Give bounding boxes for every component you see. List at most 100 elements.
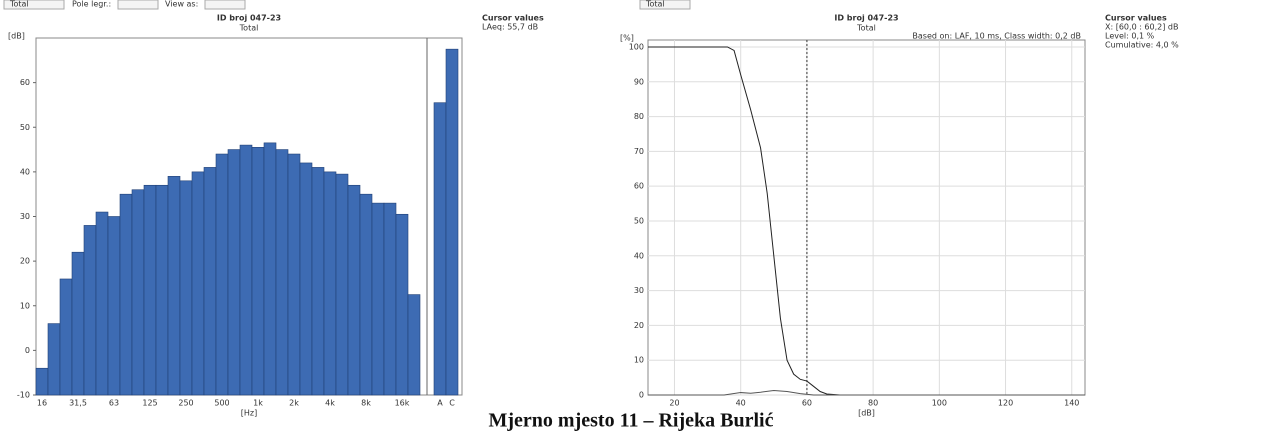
bar [215, 153, 229, 396]
chart-title: ID broj 047-23 [217, 14, 281, 23]
x-tick-label: 2k [289, 399, 299, 408]
y-tick-label: 0 [639, 391, 644, 400]
y-tick-label: 70 [634, 147, 644, 156]
chart-title: ID broj 047-23 [834, 14, 898, 23]
bar [335, 173, 349, 396]
bar [83, 225, 97, 396]
y-tick-label: 10 [20, 301, 30, 310]
bar [275, 149, 289, 396]
bar [95, 211, 109, 396]
bar [119, 193, 133, 396]
bar [155, 184, 169, 396]
plot-area [647, 39, 1086, 396]
bar [227, 149, 241, 396]
dropdown[interactable] [204, 0, 246, 10]
y-tick-label: 80 [634, 112, 644, 121]
x-tick-label: C [449, 399, 455, 408]
y-tick-label: 50 [634, 216, 644, 225]
x-tick-label: 63 [109, 399, 119, 408]
x-tick-label: 500 [214, 399, 229, 408]
y-tick-label: -10 [17, 391, 30, 400]
cursor-title: Cursor values [1105, 14, 1167, 23]
y-tick-label: 30 [634, 286, 644, 295]
bar [395, 213, 409, 396]
x-tick-label: 125 [142, 399, 157, 408]
data-line [648, 389, 1085, 396]
bar [203, 167, 217, 396]
x-axis-label: [Hz] [241, 409, 257, 418]
x-tick-label: 31,5 [69, 399, 87, 408]
dropdown-label: Total [9, 0, 29, 9]
bar [287, 153, 301, 396]
cursor-value: X: [60,0 : 60,2] dB [1105, 23, 1178, 32]
bar [239, 144, 253, 396]
bar [299, 162, 313, 396]
bar [359, 193, 373, 396]
bar [167, 176, 181, 396]
x-tick-label: 60 [802, 399, 812, 408]
bar [47, 323, 61, 396]
control-label: Pole legr.: [72, 0, 111, 9]
data-line [648, 46, 1085, 396]
x-tick-label: 120 [998, 399, 1013, 408]
y-tick-label: 0 [25, 346, 30, 355]
y-tick-label: 10 [634, 356, 644, 365]
x-tick-label: A [437, 399, 443, 408]
bar [433, 102, 447, 396]
bar [131, 189, 145, 396]
bar [383, 202, 397, 396]
y-tick-label: 60 [634, 182, 644, 191]
bar [445, 48, 459, 396]
bar [371, 202, 385, 396]
y-tick-label: 20 [634, 321, 644, 330]
x-tick-label: 40 [736, 399, 746, 408]
bar [191, 171, 205, 396]
x-tick-label: 80 [868, 399, 878, 408]
bar [407, 294, 421, 396]
y-tick-label: 40 [20, 167, 30, 176]
bar [35, 367, 49, 396]
y-tick-label: 60 [20, 78, 30, 87]
y-axis-label: [dB] [8, 32, 25, 41]
x-tick-label: 100 [932, 399, 947, 408]
x-tick-label: 20 [669, 399, 679, 408]
y-tick-label: 30 [20, 212, 30, 221]
dropdown[interactable] [117, 0, 159, 10]
dropdown-label: Total [645, 0, 665, 9]
x-tick-label: 250 [178, 399, 193, 408]
x-tick-label: 4k [325, 399, 335, 408]
bar [71, 251, 85, 396]
bar [251, 147, 265, 396]
bar [347, 184, 361, 396]
cursor-value: LAeq: 55,7 dB [482, 23, 538, 32]
y-tick-label: 100 [629, 42, 644, 51]
bar [263, 142, 277, 396]
cursor-title: Cursor values [482, 14, 544, 23]
dropdown[interactable] [639, 0, 691, 10]
dropdown[interactable] [3, 0, 65, 10]
y-tick-label: 90 [634, 77, 644, 86]
bar [59, 278, 73, 396]
y-tick-label: 50 [20, 123, 30, 132]
y-tick-label: 20 [20, 257, 30, 266]
annotation: Based on: LAF, 10 ms, Class width: 0,2 d… [912, 32, 1081, 41]
x-tick-label: 140 [1064, 399, 1079, 408]
y-tick-label: 40 [634, 251, 644, 260]
chart-subtitle: Total [856, 24, 876, 33]
x-axis-label: [dB] [858, 409, 875, 418]
control-label: View as: [165, 0, 198, 9]
chart-subtitle: Total [239, 24, 259, 33]
x-tick-label: 16 [37, 399, 47, 408]
x-tick-label: 1k [253, 399, 263, 408]
x-tick-label: 8k [361, 399, 371, 408]
cursor-value: Level: 0,1 % [1105, 32, 1155, 41]
x-tick-label: 16k [395, 399, 410, 408]
bar [143, 184, 157, 396]
y-axis-label: [%] [620, 34, 634, 43]
bar [311, 167, 325, 396]
bar [179, 180, 193, 396]
bar [323, 171, 337, 396]
caption: Mjerno mjesto 11 – Rijeka Burlić [489, 410, 774, 432]
cursor-value: Cumulative: 4,0 % [1105, 41, 1179, 50]
